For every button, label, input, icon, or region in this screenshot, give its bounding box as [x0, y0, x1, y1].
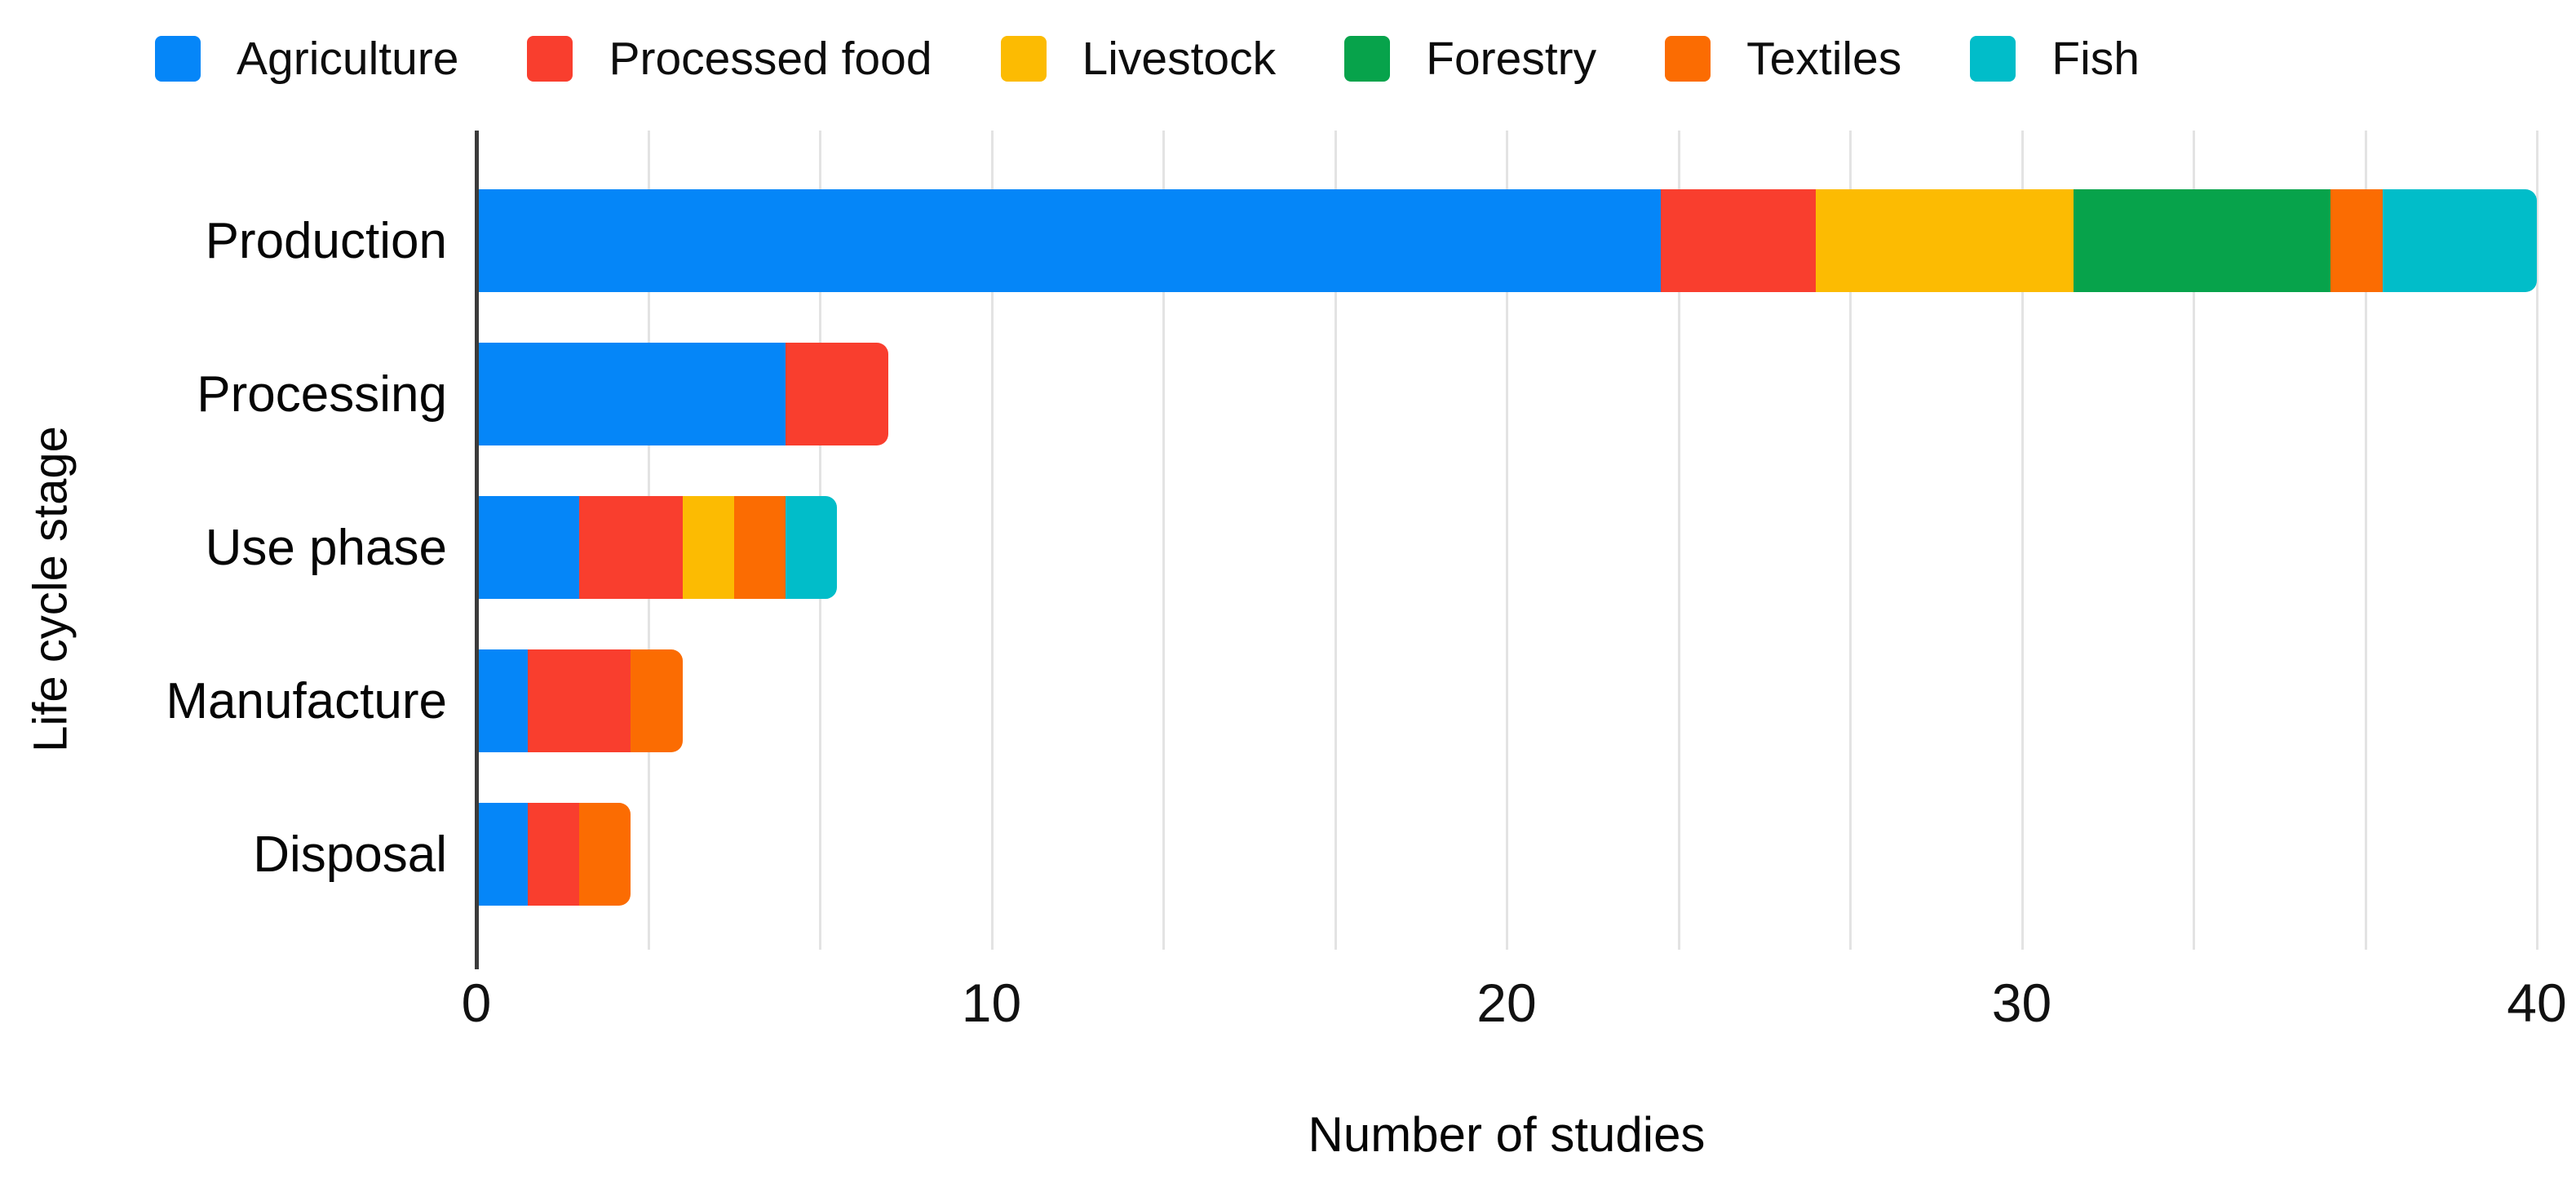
x-axis-tick-labels: 0 10 20 30 40	[462, 973, 2567, 1041]
category-label-production: Production	[205, 212, 447, 269]
legend-item-agriculture: Agriculture	[155, 32, 459, 85]
x-tick-label-10: 10	[961, 973, 1022, 1033]
bar-segment-production-processed-food	[1661, 189, 1816, 292]
bar-row-production	[476, 164, 2537, 317]
bar-row-disposal	[476, 778, 2537, 931]
gridline	[2364, 131, 2367, 950]
category-label-manufacture: Manufacture	[166, 672, 447, 729]
bar-segment-processing-processed-food	[785, 343, 889, 445]
legend-label: Fish	[2052, 32, 2140, 85]
legend-swatch-icon-livestock	[1000, 36, 1047, 82]
legend-item-processed-food: Processed food	[527, 32, 932, 85]
gridline	[2021, 131, 2024, 950]
legend-label: Livestock	[1082, 32, 1277, 85]
gridline	[1334, 131, 1337, 950]
x-tick-label-0: 0	[461, 973, 492, 1033]
plot-area	[475, 131, 2538, 969]
legend-swatch-icon-forestry	[1344, 36, 1391, 82]
bar-segment-use-phase-processed-food	[579, 496, 683, 599]
bar-segment-production-livestock	[1815, 189, 2074, 292]
category-label-disposal: Disposal	[253, 826, 447, 883]
bar-segment-disposal-processed-food	[528, 803, 580, 906]
bar-segment-production-forestry	[2073, 189, 2331, 292]
bar-segment-manufacture-processed-food	[528, 649, 631, 752]
y-axis-line	[475, 131, 479, 969]
gridline	[1849, 131, 1852, 950]
legend-label: Agriculture	[237, 32, 459, 85]
gridline	[990, 131, 994, 950]
bar-segment-production-textiles	[2330, 189, 2383, 292]
gridline	[1162, 131, 1165, 950]
x-axis-title: Number of studies	[1308, 1107, 1706, 1162]
bars-layer	[476, 164, 2537, 931]
x-tick-label-20: 20	[1476, 973, 1537, 1033]
bar-segment-disposal-agriculture	[476, 803, 529, 906]
category-label-processing: Processing	[197, 366, 447, 423]
legend-item-fish: Fish	[1970, 32, 2140, 85]
x-tick-label-30: 30	[1991, 973, 2052, 1033]
legend-item-livestock: Livestock	[1000, 32, 1277, 85]
bar-row-manufacture	[476, 624, 2537, 778]
chart-legend: Agriculture Processed food Livestock Forest…	[155, 29, 2140, 88]
legend-label: Forestry	[1426, 32, 1597, 85]
legend-label: Textiles	[1746, 32, 1902, 85]
bar-segment-use-phase-livestock	[682, 496, 734, 599]
bar-row-use-phase	[476, 471, 2537, 624]
legend-swatch-icon-agriculture	[155, 36, 201, 82]
bar-segment-manufacture-textiles	[631, 649, 683, 752]
legend-label: Processed food	[609, 32, 932, 85]
bar-segment-production-agriculture	[476, 189, 1662, 292]
category-axis-labels: Production Processing Use phase Manufacture…	[0, 164, 447, 931]
gridline	[1506, 131, 1508, 950]
bar-row-processing	[476, 317, 2537, 471]
gridline	[1677, 131, 1680, 950]
bar-segment-production-fish	[2382, 189, 2537, 292]
bar-segment-disposal-textiles	[579, 803, 631, 906]
bar-segment-use-phase-textiles	[733, 496, 786, 599]
x-tick-label-40: 40	[2507, 973, 2567, 1033]
bar-segment-use-phase-fish	[785, 496, 838, 599]
legend-swatch-icon-textiles	[1665, 36, 1711, 82]
gridline	[2193, 131, 2195, 950]
legend-item-textiles: Textiles	[1665, 32, 1902, 85]
bar-segment-manufacture-agriculture	[476, 649, 529, 752]
legend-swatch-icon-fish	[1970, 36, 2016, 82]
bar-segment-processing-agriculture	[476, 343, 786, 445]
category-label-use-phase: Use phase	[205, 519, 447, 576]
bar-segment-use-phase-agriculture	[476, 496, 580, 599]
legend-swatch-icon-processed-food	[527, 36, 573, 82]
gridline	[2536, 131, 2538, 950]
legend-item-forestry: Forestry	[1344, 32, 1597, 85]
